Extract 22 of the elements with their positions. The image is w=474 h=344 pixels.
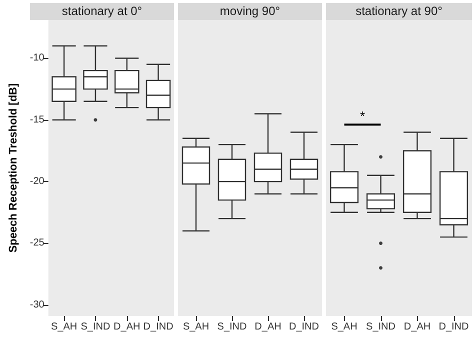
chart-title: stationary at 0°	[30, 3, 174, 20]
x-tick-label: S_AH	[182, 322, 210, 332]
x-tick-label: S_AH	[331, 322, 358, 332]
x-tick-label: D_IND	[143, 322, 174, 332]
x-tick-label: D_AH	[254, 322, 282, 332]
chart-title: stationary at 90°	[326, 3, 472, 20]
x-tick-label: D_AH	[114, 322, 140, 332]
x-tick-label: S_IND	[217, 322, 247, 332]
x-tick-label: S_AH	[50, 322, 78, 332]
y-tick-label: -20	[30, 176, 45, 188]
chart-title: moving 90°	[178, 3, 322, 20]
x-tick-label: D_IND	[438, 322, 469, 332]
x-tick-label: S_IND	[366, 322, 396, 332]
y-tick-label: -15	[30, 114, 45, 126]
y-tick-label: -10	[30, 52, 45, 64]
x-tick-label: D_IND	[288, 322, 320, 332]
x-tick-label: S_IND	[80, 322, 110, 332]
y-tick-label: -30	[30, 299, 45, 310]
x-tick-label: D_AH	[404, 322, 431, 332]
y-tick-label: -25	[30, 238, 45, 249]
y-axis-title: Speech Reception Treshold [dB]	[8, 83, 20, 253]
annotation: *	[360, 108, 366, 124]
